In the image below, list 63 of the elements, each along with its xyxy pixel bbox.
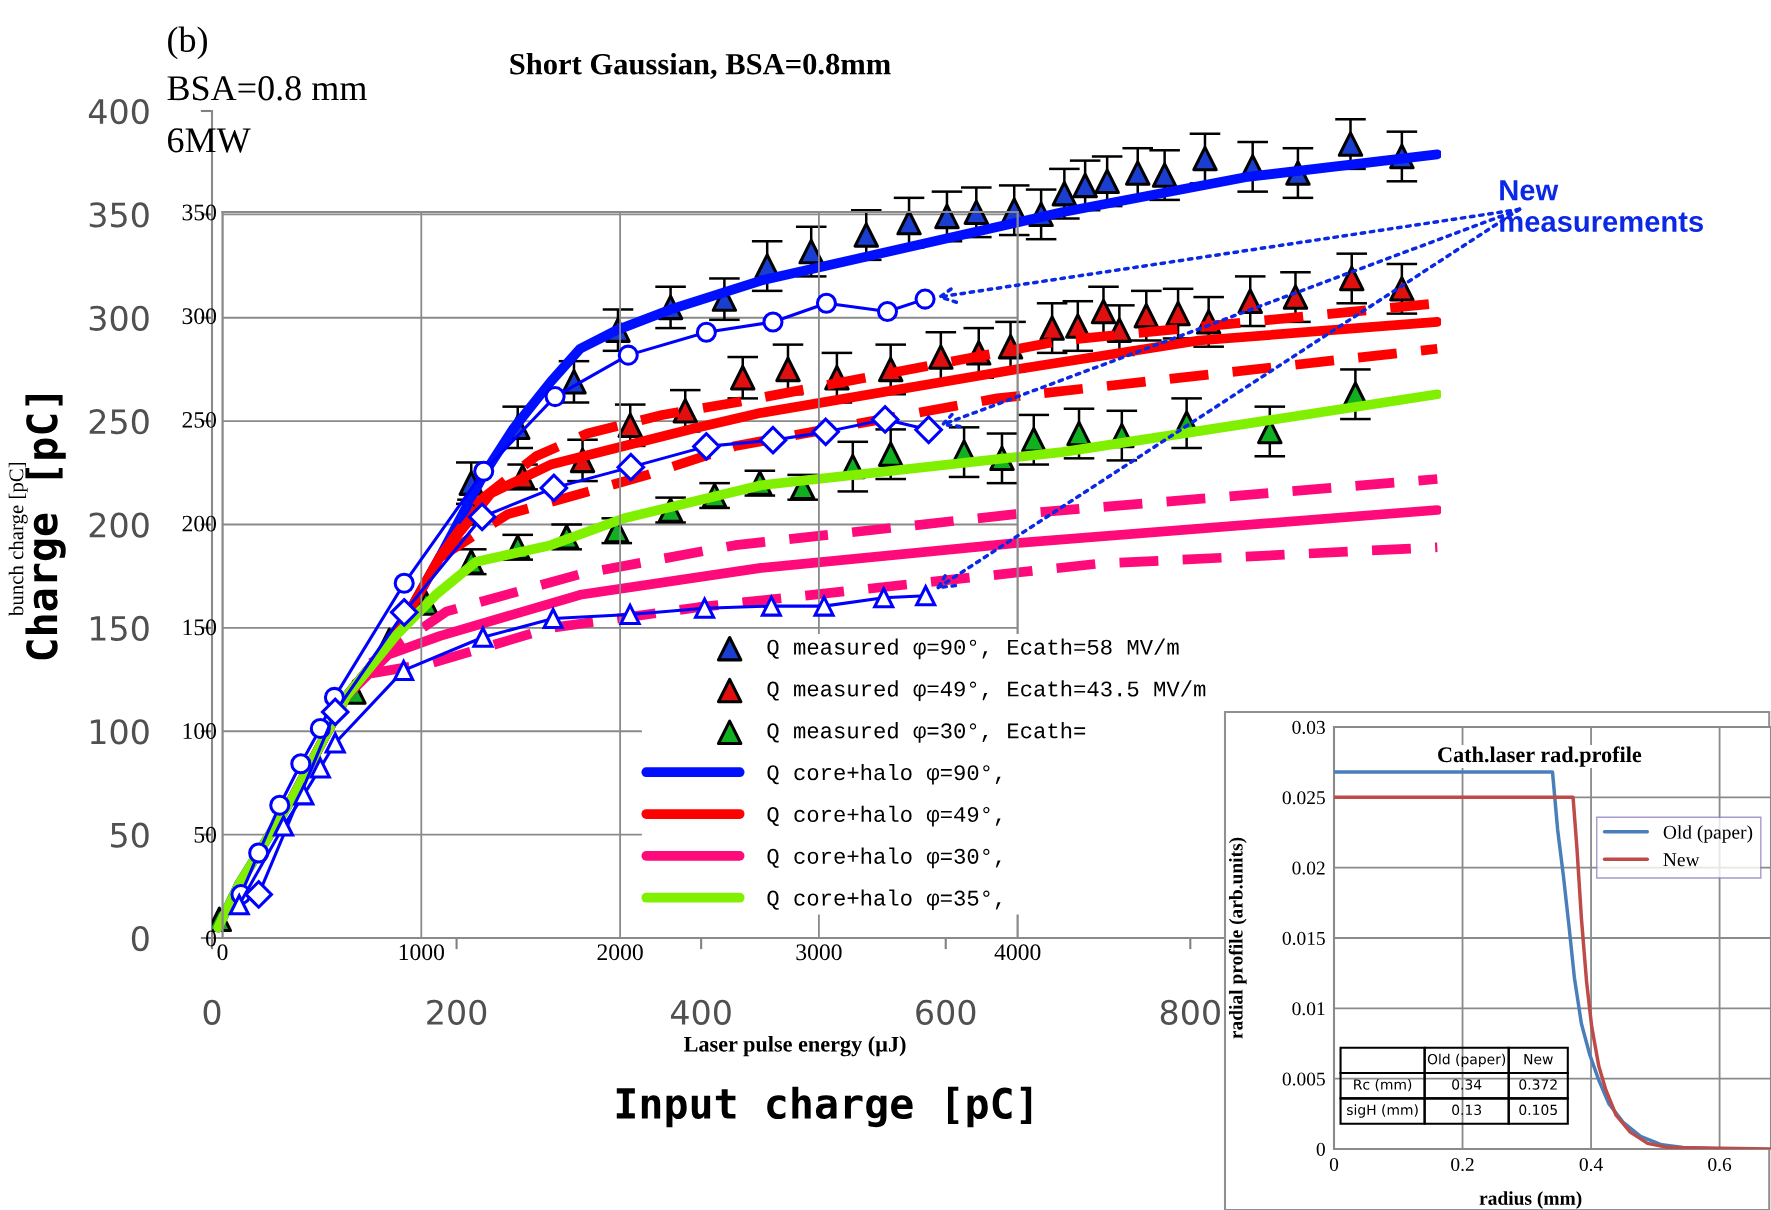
x-tick-label: 4000 — [994, 944, 1041, 961]
y-tick-label: 0.005 — [1282, 1072, 1325, 1086]
x-tick-label: 400 — [670, 999, 731, 1025]
x-axis-title: radius (mm) — [1479, 1191, 1582, 1209]
y-tick-label: 300 — [89, 305, 149, 331]
annotation: 0.13 — [1452, 1104, 1482, 1116]
y-tick-label: 150 — [183, 619, 217, 636]
legend-label: Q core+halo φ=30°, — [767, 847, 1001, 869]
y-tick-label: 0.02 — [1292, 861, 1325, 875]
x-tick-label: 600 — [916, 999, 976, 1025]
y-tick-label: 50 — [194, 826, 217, 843]
y-tick-label: 150 — [90, 615, 149, 642]
x-tick-label: 0 — [1329, 1157, 1339, 1172]
legend-label: Q measured φ=49°, Ecath=43.5 MV/m — [767, 680, 1206, 701]
x-tick-label: 200 — [427, 999, 487, 1025]
annotation: 0.34 — [1452, 1079, 1482, 1090]
x-axis-title: Input charge [pC] — [616, 1086, 1032, 1128]
x-tick-label: 0.2 — [1451, 1157, 1474, 1172]
x-tick-label: 0.6 — [1708, 1157, 1732, 1172]
x-tick-label: 0.4 — [1579, 1157, 1603, 1172]
annotation: sigH (mm) — [1347, 1104, 1418, 1118]
y-tick-label: 250 — [182, 411, 217, 428]
y-tick-label: 0.015 — [1282, 931, 1325, 946]
annotation: New — [1524, 1054, 1553, 1065]
y-tick-label: 300 — [182, 308, 217, 325]
y-tick-label: 200 — [182, 515, 217, 532]
x-tick-label: 0 — [217, 944, 228, 961]
x-axis-title: Laser pulse energy (µJ) — [683, 1036, 906, 1057]
text: New measurements — [1500, 180, 1703, 232]
y-tick-label: 100 — [90, 719, 149, 745]
legend-label: Q core+halo φ=90°, — [767, 763, 1001, 785]
y-tick-label: 200 — [89, 512, 149, 538]
y-axis-title: radial profile (arb.units) — [1228, 837, 1247, 1039]
annotation: 0.372 — [1519, 1079, 1557, 1090]
legend-label: Q measured φ=30°, Ecath= — [767, 722, 1086, 743]
y-tick-label: 0.03 — [1292, 720, 1325, 735]
x-tick-label: 800 — [1160, 999, 1220, 1025]
x-tick-label: 3000 — [796, 944, 842, 961]
y-tick-label: 0.025 — [1282, 791, 1325, 805]
text: (b) — [168, 26, 207, 60]
y-tick-label: 250 — [89, 409, 149, 435]
annotation: Old (paper) — [1427, 1053, 1506, 1068]
y-tick-label: 400 — [88, 98, 149, 125]
legend-label: New — [1663, 853, 1700, 867]
legend-label: Q core+halo φ=49°, — [767, 805, 1001, 827]
y-tick-label: 0.01 — [1292, 1002, 1325, 1016]
x-tick-label: 2000 — [597, 944, 643, 961]
y-tick-label: 350 — [182, 204, 217, 221]
legend-label: Q measured φ=90°, Ecath=58 MV/m — [767, 638, 1179, 660]
legend-label: Q core+halo φ=35°, — [767, 889, 1001, 911]
annotation: Rc (mm) — [1354, 1078, 1412, 1092]
y-tick-label: 50 — [111, 822, 149, 848]
y-tick-label: 0 — [1316, 1142, 1325, 1156]
annotation: 0.105 — [1519, 1104, 1557, 1116]
annotation: 6MW — [168, 128, 251, 153]
y-tick-label: 0 — [206, 930, 217, 947]
y-tick-label: 350 — [89, 202, 149, 228]
x-tick-label: 1000 — [399, 944, 445, 961]
legend-label: Old (paper) — [1663, 825, 1753, 843]
text: BSA=0.8 mm — [167, 76, 367, 101]
y-tick-label: 100 — [183, 723, 217, 739]
chart-title: Short Gaussian, BSA=0.8mm — [510, 52, 891, 79]
text: Cath.laser rad.profile — [1438, 746, 1642, 767]
